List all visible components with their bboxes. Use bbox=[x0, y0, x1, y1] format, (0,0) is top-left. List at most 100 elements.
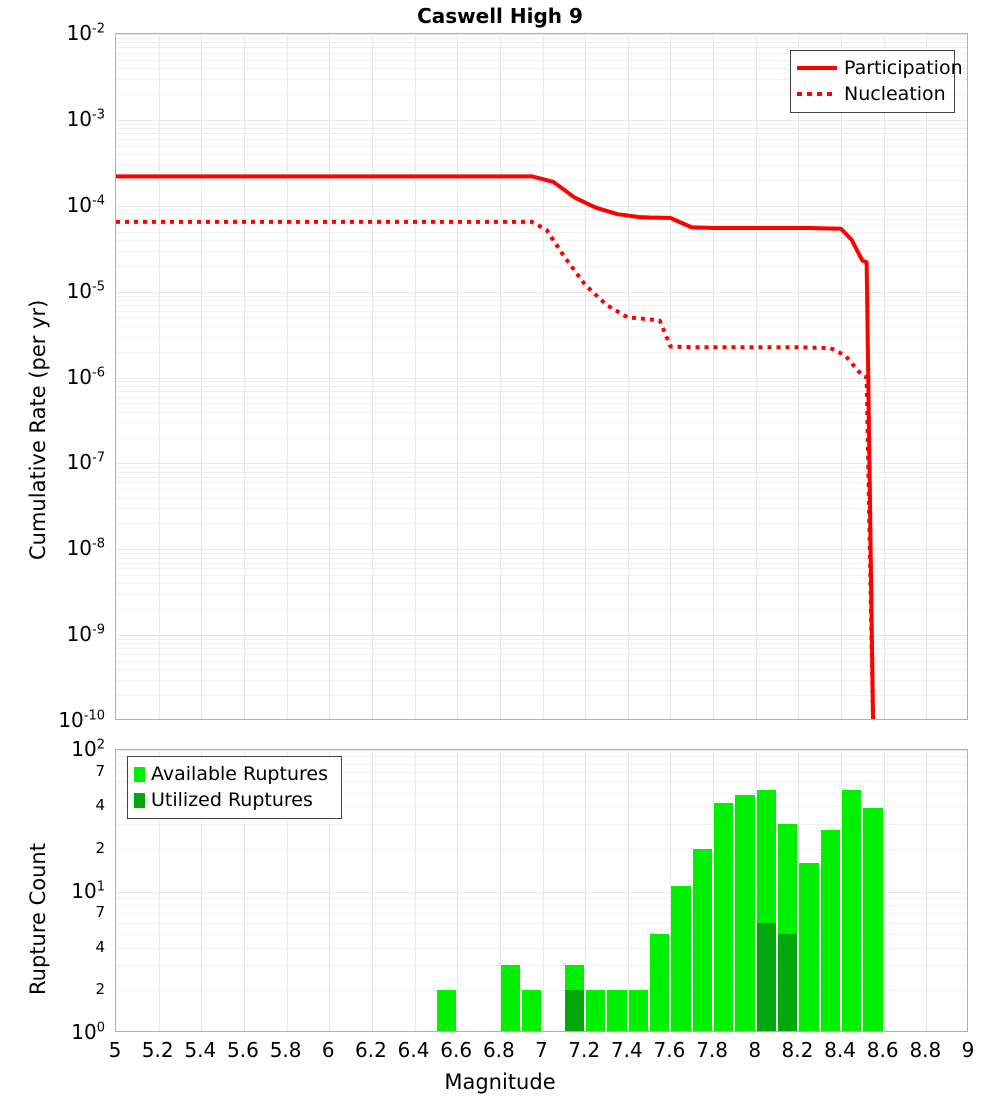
top-y-tick-label: 10-9 bbox=[66, 622, 105, 647]
available-rupture-bar bbox=[607, 990, 627, 1031]
available-rupture-bar bbox=[522, 990, 542, 1031]
available-rupture-bar bbox=[863, 807, 883, 1031]
gridline-vertical bbox=[755, 750, 757, 1031]
legend-label-nucleation: Nucleation bbox=[844, 83, 946, 105]
top-y-tick-label: 10-3 bbox=[66, 106, 105, 131]
gridline-horizontal bbox=[116, 934, 967, 936]
gridline-vertical bbox=[542, 34, 544, 719]
available-rupture-bar bbox=[692, 848, 713, 1031]
legend-label-utilized: Utilized Ruptures bbox=[151, 789, 313, 811]
legend-item-utilized-ruptures: Utilized Ruptures bbox=[134, 787, 333, 813]
utilized-rupture-bar bbox=[778, 934, 798, 1031]
gridline-horizontal bbox=[116, 154, 967, 156]
gridline-horizontal bbox=[116, 68, 967, 70]
gridline-horizontal bbox=[116, 639, 967, 641]
bottom-y-tick-label: 101 bbox=[71, 878, 105, 903]
gridline-horizontal bbox=[116, 53, 967, 55]
x-tick-label: 8.2 bbox=[781, 1038, 814, 1062]
gridline-vertical bbox=[713, 34, 715, 719]
gridline-horizontal bbox=[116, 750, 967, 751]
x-tick-label: 8.4 bbox=[824, 1038, 856, 1062]
bottom-y-minor-tick-label: 7 bbox=[95, 903, 105, 922]
gridline-vertical bbox=[457, 34, 459, 719]
gridline-horizontal bbox=[116, 482, 967, 484]
gridline-horizontal bbox=[116, 145, 967, 147]
x-tick-label: 6.6 bbox=[440, 1038, 473, 1062]
gridline-horizontal bbox=[116, 947, 967, 949]
gridline-horizontal bbox=[116, 336, 967, 338]
gridline-horizontal bbox=[116, 385, 967, 387]
x-tick-label: 7.6 bbox=[653, 1038, 686, 1062]
available-rupture-bar bbox=[799, 862, 819, 1031]
available-rupture-bar bbox=[671, 885, 691, 1031]
gridline-horizontal bbox=[116, 403, 967, 405]
rupture-count-plot: Rupture Count 100 101 102 2 4 7 2 4 7 5 5.2 5.4 5.6… bbox=[0, 735, 1000, 1100]
gridline-horizontal bbox=[116, 557, 967, 559]
gridline-vertical bbox=[329, 750, 331, 1031]
gridline-vertical bbox=[755, 34, 757, 719]
top-y-tick-label: 10-2 bbox=[66, 21, 105, 45]
gridline-horizontal bbox=[116, 553, 967, 555]
x-tick-label: 5.2 bbox=[141, 1038, 174, 1062]
gridline-vertical bbox=[201, 34, 203, 719]
available-rupture-bar bbox=[500, 965, 521, 1031]
gridline-horizontal bbox=[116, 643, 967, 645]
gridline-vertical bbox=[627, 34, 629, 719]
solid-line-icon bbox=[797, 66, 837, 70]
gridline-horizontal bbox=[116, 781, 967, 783]
gridline-horizontal bbox=[116, 377, 967, 379]
x-tick-label: 8.8 bbox=[909, 1038, 942, 1062]
gridline-horizontal bbox=[116, 231, 967, 233]
top-y-tick-label: 10-6 bbox=[66, 364, 105, 389]
gridline-horizontal bbox=[116, 422, 967, 424]
gridline-horizontal bbox=[116, 209, 967, 211]
gridline-vertical bbox=[286, 750, 288, 1031]
gridline-vertical bbox=[158, 34, 160, 719]
x-tick-label: 6.8 bbox=[482, 1038, 515, 1062]
gridline-horizontal bbox=[116, 922, 967, 924]
gridline-horizontal bbox=[116, 299, 967, 301]
dotted-line-icon bbox=[797, 92, 837, 96]
gridline-vertical bbox=[883, 34, 885, 719]
gridline-horizontal bbox=[116, 295, 967, 297]
gridline-horizontal bbox=[116, 476, 967, 478]
bottom-y-tick-label: 100 bbox=[71, 1020, 105, 1044]
gridline-horizontal bbox=[116, 562, 967, 564]
top-y-tick-label: 10-10 bbox=[58, 708, 105, 732]
gridline-horizontal bbox=[116, 497, 967, 499]
x-tick-label: 8 bbox=[748, 1038, 762, 1062]
gridline-horizontal bbox=[116, 489, 967, 491]
top-y-tick-label: 10-5 bbox=[66, 278, 105, 303]
participation-curve bbox=[116, 174, 876, 719]
x-tick-label: 5.8 bbox=[269, 1038, 302, 1062]
gridline-horizontal bbox=[116, 575, 967, 577]
gridline-vertical bbox=[627, 750, 629, 1031]
gridline-horizontal bbox=[116, 695, 967, 697]
gridline-horizontal bbox=[116, 205, 967, 207]
top-y-axis-label: Cumulative Rate (per yr) bbox=[26, 299, 50, 560]
gridline-horizontal bbox=[116, 568, 967, 570]
x-tick-label: 7.4 bbox=[610, 1038, 643, 1062]
gridline-vertical bbox=[542, 750, 544, 1031]
available-rupture-bar bbox=[714, 803, 734, 1031]
rate-curves bbox=[116, 174, 876, 719]
gridline-vertical bbox=[371, 750, 373, 1031]
gridline-horizontal bbox=[116, 635, 967, 637]
gridline-horizontal bbox=[116, 47, 967, 49]
available-color-icon bbox=[134, 766, 145, 782]
gridline-horizontal bbox=[116, 594, 967, 596]
gridline-vertical bbox=[243, 750, 245, 1031]
gridline-vertical bbox=[841, 34, 843, 719]
top-y-tick-label: 10-4 bbox=[66, 192, 105, 217]
gridline-horizontal bbox=[116, 913, 967, 915]
gridline-horizontal bbox=[116, 381, 967, 383]
gridline-vertical bbox=[457, 750, 459, 1031]
utilized-rupture-bar bbox=[564, 990, 585, 1031]
gridline-horizontal bbox=[116, 654, 967, 656]
gridline-horizontal bbox=[116, 823, 967, 825]
x-tick-label: 7.2 bbox=[568, 1038, 601, 1062]
bottom-y-minor-tick-label: 2 bbox=[95, 838, 105, 857]
bottom-legend: Available Ruptures Utilized Ruptures bbox=[127, 756, 342, 819]
gridline-vertical bbox=[414, 750, 416, 1031]
